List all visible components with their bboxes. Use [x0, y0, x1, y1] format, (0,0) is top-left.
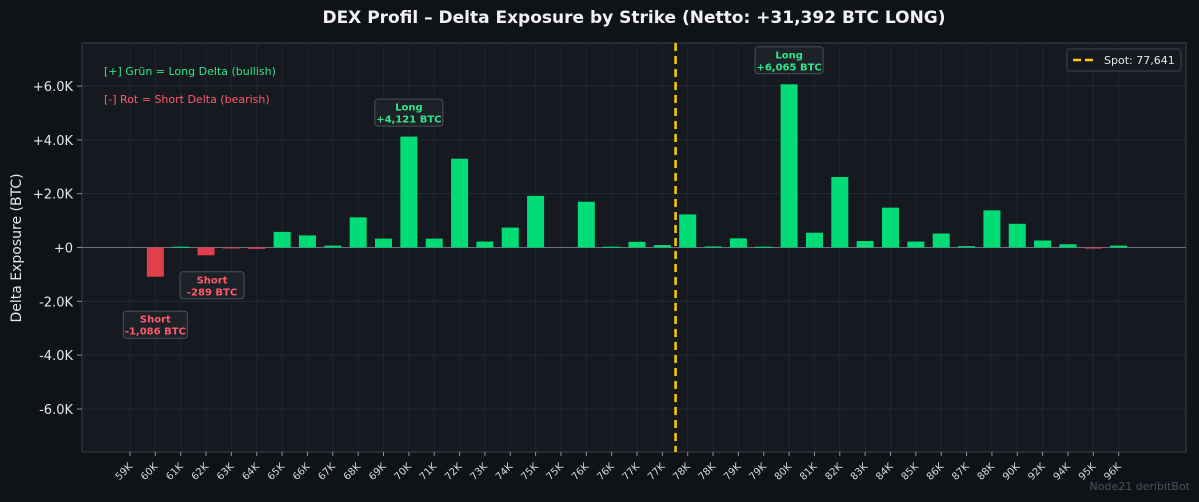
- bar: [324, 245, 342, 248]
- annotation-value: +4,121 BTC: [376, 115, 441, 126]
- spot-legend: Spot: 77,641: [1066, 48, 1182, 72]
- bar: [577, 201, 595, 248]
- bar: [780, 84, 798, 248]
- bar: [273, 231, 291, 248]
- y-tick-label: +2.0K: [33, 188, 74, 203]
- note-long: [+] Grün = Long Delta (bullish): [104, 65, 276, 78]
- annotation-value: +6,065 BTC: [756, 62, 821, 73]
- annotation-label: Long: [395, 103, 423, 114]
- y-tick-label: -6.0K: [39, 403, 73, 418]
- annotation-label: Short: [140, 315, 171, 326]
- y-tick-label: +4.0K: [33, 134, 74, 149]
- bar: [222, 247, 240, 249]
- y-axis-label: Delta Exposure (BTC): [9, 173, 25, 322]
- bar: [146, 247, 164, 277]
- chart-title: DEX Profil – Delta Exposure by Strike (N…: [322, 8, 945, 28]
- bar: [983, 210, 1001, 248]
- note-short: [-] Rot = Short Delta (bearish): [104, 93, 270, 106]
- bar: [805, 232, 823, 248]
- annotation-label: Short: [197, 275, 228, 286]
- bar: [831, 177, 849, 248]
- legend-label: Spot: 77,641: [1104, 54, 1175, 67]
- y-tick-label: +0: [54, 242, 73, 257]
- bar: [628, 241, 646, 248]
- bar: [425, 238, 443, 248]
- annotation-box: [122, 310, 188, 339]
- bar: [653, 245, 671, 248]
- bar: [932, 233, 950, 248]
- bar: [172, 246, 190, 248]
- bar: [197, 247, 215, 256]
- annotation-box: [374, 98, 444, 127]
- bar: [349, 217, 367, 248]
- bars: [146, 84, 1128, 277]
- annotation-value: -289 BTC: [187, 287, 237, 298]
- annotation-value: -1,086 BTC: [125, 327, 186, 338]
- bar: [501, 227, 519, 248]
- bar: [1008, 223, 1026, 248]
- bar: [298, 235, 316, 248]
- annotation-box: [179, 271, 245, 300]
- annotation-label: Long: [775, 50, 803, 61]
- bar: [248, 247, 266, 249]
- y-tick-label: -4.0K: [39, 349, 73, 364]
- bar: [476, 241, 494, 248]
- bar: [527, 195, 545, 248]
- bar: [704, 246, 722, 248]
- bar: [1110, 245, 1128, 248]
- y-tick-label: -2.0K: [39, 295, 73, 310]
- bar: [755, 246, 773, 248]
- bar: [375, 238, 392, 248]
- y-tick-label: +6.0K: [33, 80, 74, 95]
- bar: [1034, 240, 1052, 248]
- bar: [1084, 247, 1102, 249]
- bar: [882, 207, 899, 248]
- bar: [400, 136, 418, 248]
- bar: [958, 246, 976, 248]
- bar: [729, 238, 747, 248]
- y-axis-ticks: -6.0K -4.0K -2.0K +0 +2.0K +4.0K +6.0K: [33, 80, 82, 418]
- bar: [679, 214, 697, 248]
- annotation-box: [754, 46, 824, 75]
- bar: [451, 158, 469, 248]
- bar: [907, 241, 925, 248]
- bar: [1059, 244, 1077, 248]
- bar: [603, 246, 621, 248]
- legend-box: [1066, 48, 1182, 72]
- watermark: Node21 deribitBot: [1090, 480, 1191, 493]
- bar: [856, 241, 874, 248]
